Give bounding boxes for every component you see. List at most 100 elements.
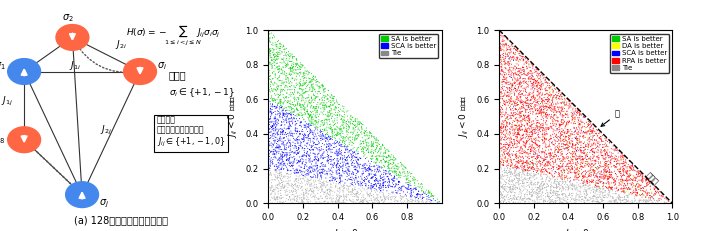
Point <box>504 121 515 125</box>
Point <box>331 134 342 138</box>
Point <box>596 137 607 141</box>
Point <box>514 88 525 92</box>
Point <box>584 156 595 160</box>
Point <box>366 185 377 189</box>
Point <box>379 164 391 168</box>
Point <box>289 151 300 155</box>
Point <box>321 171 332 175</box>
Point <box>559 192 570 195</box>
Point <box>547 91 559 94</box>
Point <box>567 166 578 169</box>
Point <box>528 130 540 134</box>
Point <box>495 47 506 51</box>
Point <box>585 197 596 201</box>
Point <box>542 108 553 112</box>
Point <box>508 52 520 56</box>
Point <box>311 120 322 124</box>
Point <box>506 96 517 100</box>
Point <box>281 153 293 156</box>
Point <box>346 172 357 176</box>
Point <box>276 109 288 113</box>
Point <box>599 149 611 153</box>
Point <box>540 142 552 146</box>
Point <box>508 134 519 137</box>
Point <box>279 183 290 187</box>
Point <box>353 196 364 200</box>
Point <box>564 199 576 203</box>
Point <box>291 177 302 181</box>
Point <box>514 185 525 189</box>
Point <box>292 195 303 199</box>
Point <box>372 196 383 200</box>
Point <box>531 84 542 88</box>
Point <box>591 173 602 177</box>
Point <box>513 63 524 67</box>
Point <box>321 146 332 149</box>
Point <box>579 187 590 191</box>
Point <box>499 58 510 62</box>
Point <box>572 139 583 142</box>
Point <box>304 115 315 119</box>
Point <box>586 179 597 183</box>
Point <box>515 96 526 100</box>
Point <box>355 162 366 166</box>
Point <box>332 159 344 163</box>
Point <box>540 179 551 183</box>
Point <box>573 123 584 127</box>
Point <box>307 188 319 192</box>
Point <box>518 140 529 143</box>
Point <box>496 80 508 84</box>
Point <box>267 102 278 106</box>
Point <box>276 88 288 91</box>
Point <box>552 94 563 97</box>
Point <box>604 173 616 176</box>
Point <box>553 196 564 199</box>
Point <box>371 197 382 200</box>
Point <box>295 84 307 87</box>
Point <box>363 166 374 169</box>
Point <box>586 173 597 176</box>
Point <box>528 79 540 83</box>
Point <box>550 113 562 117</box>
Point <box>608 159 620 163</box>
Point <box>509 191 520 194</box>
Point <box>506 197 517 201</box>
Point <box>515 171 526 174</box>
Point <box>512 50 523 53</box>
Point <box>574 114 585 117</box>
Point <box>293 138 305 142</box>
Point <box>267 196 278 200</box>
Point <box>524 173 535 176</box>
Point <box>275 191 286 195</box>
Point <box>290 171 302 175</box>
Point <box>359 129 370 133</box>
Point <box>519 86 530 90</box>
Point <box>341 156 352 160</box>
Point <box>355 139 366 143</box>
Point <box>540 129 551 133</box>
Point <box>659 200 670 204</box>
Point <box>275 158 287 161</box>
Point <box>349 199 360 203</box>
Point <box>271 45 283 49</box>
Point <box>312 153 323 157</box>
Point <box>403 184 415 188</box>
Point <box>540 186 552 189</box>
Point <box>584 123 596 126</box>
Point <box>601 164 613 168</box>
Point <box>307 195 319 198</box>
Point <box>289 85 300 89</box>
Point <box>548 186 559 189</box>
Point <box>333 195 344 199</box>
Point <box>371 154 383 158</box>
Point <box>264 186 275 190</box>
Point <box>584 137 595 141</box>
Point <box>510 152 522 156</box>
Point <box>555 197 567 201</box>
Point <box>305 105 317 109</box>
Point <box>515 136 526 140</box>
Point <box>379 151 391 155</box>
Point <box>516 68 528 72</box>
Point <box>497 103 508 107</box>
Point <box>317 84 328 88</box>
